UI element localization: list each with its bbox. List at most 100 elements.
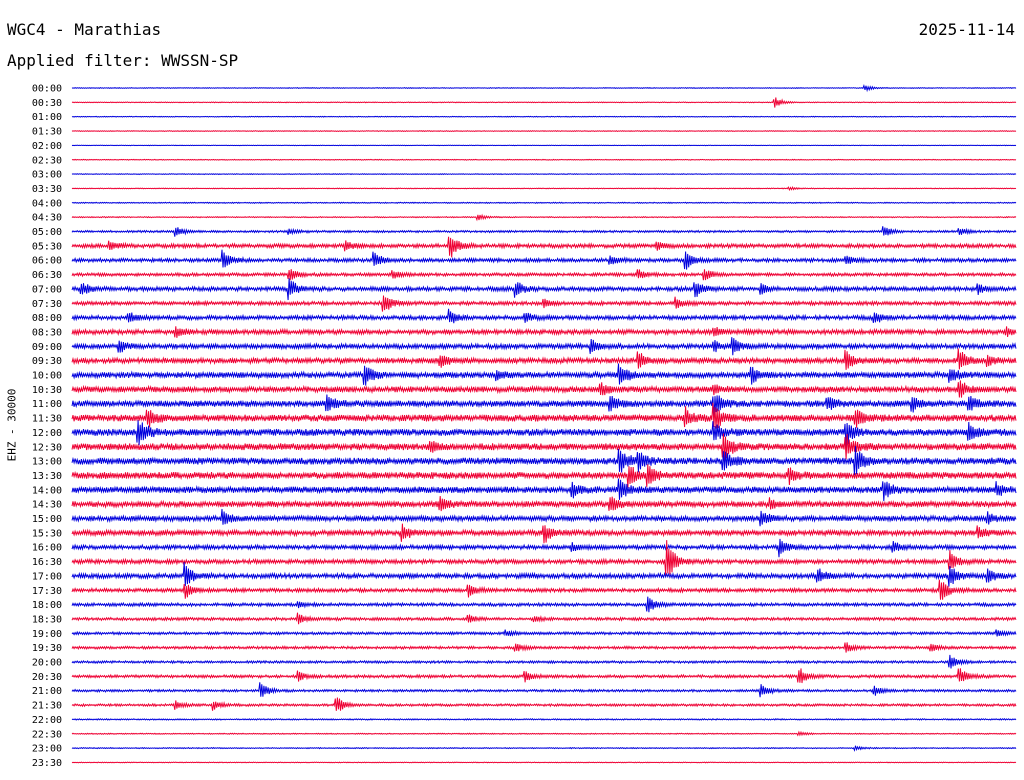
trace-line bbox=[71, 478, 1017, 502]
row-time-label: 12:00 bbox=[32, 428, 62, 439]
station-title: WGC4 - Marathias bbox=[7, 20, 162, 39]
trace-line bbox=[71, 562, 1017, 587]
row-time-label: 22:30 bbox=[32, 729, 62, 740]
trace-line bbox=[71, 596, 1017, 613]
trace-line bbox=[71, 380, 1017, 398]
row-time-label: 16:00 bbox=[32, 543, 62, 554]
trace-line bbox=[71, 337, 1017, 356]
row-time-label: 10:00 bbox=[32, 371, 62, 382]
trace-line bbox=[71, 269, 1017, 281]
row-time-label: 16:30 bbox=[32, 557, 62, 568]
row-time-label: 00:00 bbox=[32, 84, 62, 95]
filter-label: Applied filter: WWSSN-SP bbox=[7, 51, 239, 70]
trace-line bbox=[71, 213, 1017, 222]
trace-line bbox=[71, 295, 1017, 312]
trace-line bbox=[71, 158, 1017, 161]
row-time-label: 13:00 bbox=[32, 457, 62, 468]
row-time-label: 01:00 bbox=[32, 112, 62, 123]
row-time-label: 21:00 bbox=[32, 686, 62, 697]
row-time-label: 12:30 bbox=[32, 442, 62, 453]
row-time-label: 04:00 bbox=[32, 198, 62, 209]
trace-line bbox=[71, 420, 1017, 449]
trace-line bbox=[71, 464, 1017, 488]
row-time-label: 23:00 bbox=[32, 744, 62, 755]
row-time-label: 05:00 bbox=[32, 227, 62, 238]
row-time-label: 18:30 bbox=[32, 614, 62, 625]
row-time-label: 13:30 bbox=[32, 471, 62, 482]
trace-line bbox=[71, 394, 1017, 418]
row-time-label: 10:30 bbox=[32, 385, 62, 396]
trace-line bbox=[71, 201, 1017, 205]
trace-line bbox=[71, 745, 1017, 752]
trace-line bbox=[71, 579, 1017, 600]
row-time-label: 09:30 bbox=[32, 356, 62, 367]
trace-line bbox=[71, 642, 1017, 653]
row-time-label: 08:00 bbox=[32, 313, 62, 324]
row-label-group: 00:00 00:30 01:00 01:30 02:00 02:30 03:00 03:30… bbox=[32, 84, 62, 769]
trace-line bbox=[71, 629, 1017, 637]
trace-line bbox=[71, 538, 1017, 558]
trace-line bbox=[71, 730, 1017, 737]
trace-line bbox=[71, 697, 1017, 711]
row-time-label: 19:00 bbox=[32, 629, 62, 640]
row-time-label: 21:30 bbox=[32, 701, 62, 712]
trace-line bbox=[71, 682, 1017, 698]
row-time-label: 05:30 bbox=[32, 241, 62, 252]
trace-line bbox=[71, 326, 1017, 338]
trace-line bbox=[71, 185, 1017, 192]
trace-line bbox=[71, 612, 1017, 625]
row-time-label: 03:30 bbox=[32, 184, 62, 195]
row-time-label: 20:30 bbox=[32, 672, 62, 683]
trace-line bbox=[71, 508, 1017, 527]
row-time-label: 14:00 bbox=[32, 485, 62, 496]
trace-line bbox=[71, 115, 1017, 118]
row-time-label: 17:30 bbox=[32, 586, 62, 597]
row-time-label: 06:00 bbox=[32, 256, 62, 267]
date-label: 2025-11-14 bbox=[918, 20, 1015, 39]
trace-line bbox=[71, 97, 1017, 108]
row-time-label: 09:00 bbox=[32, 342, 62, 353]
trace-line bbox=[71, 654, 1017, 669]
row-time-label: 11:30 bbox=[32, 414, 62, 425]
trace-line bbox=[71, 717, 1017, 721]
row-time-label: 08:30 bbox=[32, 327, 62, 338]
trace-line bbox=[71, 433, 1017, 461]
row-time-label: 11:00 bbox=[32, 399, 62, 410]
trace-line bbox=[71, 761, 1017, 764]
trace-line bbox=[71, 446, 1017, 476]
trace-line bbox=[71, 144, 1017, 147]
trace-line bbox=[71, 226, 1017, 237]
row-time-label: 07:30 bbox=[32, 299, 62, 310]
row-time-label: 18:00 bbox=[32, 600, 62, 611]
trace-line bbox=[71, 308, 1017, 324]
trace-line bbox=[71, 278, 1017, 301]
row-time-label: 07:00 bbox=[32, 284, 62, 295]
row-time-label: 23:30 bbox=[32, 758, 62, 769]
row-time-label: 03:00 bbox=[32, 170, 62, 181]
row-time-label: 00:30 bbox=[32, 98, 62, 109]
row-time-label: 17:00 bbox=[32, 571, 62, 582]
row-time-label: 02:00 bbox=[32, 141, 62, 152]
row-time-label: 15:30 bbox=[32, 528, 62, 539]
trace-line bbox=[71, 236, 1017, 258]
row-time-label: 04:30 bbox=[32, 213, 62, 224]
row-time-label: 20:00 bbox=[32, 658, 62, 669]
trace-line bbox=[71, 540, 1017, 576]
trace-line bbox=[71, 348, 1017, 370]
trace-line bbox=[71, 402, 1017, 429]
row-time-label: 22:00 bbox=[32, 715, 62, 726]
trace-line bbox=[71, 523, 1017, 544]
row-time-label: 01:30 bbox=[32, 127, 62, 138]
row-time-label: 06:30 bbox=[32, 270, 62, 281]
row-time-label: 15:00 bbox=[32, 514, 62, 525]
trace-line bbox=[71, 668, 1017, 684]
trace-line bbox=[71, 130, 1017, 133]
trace-line bbox=[71, 83, 1017, 93]
trace-line bbox=[71, 173, 1017, 176]
trace-line bbox=[71, 249, 1017, 270]
trace-group bbox=[71, 83, 1017, 764]
row-time-label: 19:30 bbox=[32, 643, 62, 654]
trace-line bbox=[71, 495, 1017, 512]
row-time-label: 02:30 bbox=[32, 155, 62, 166]
